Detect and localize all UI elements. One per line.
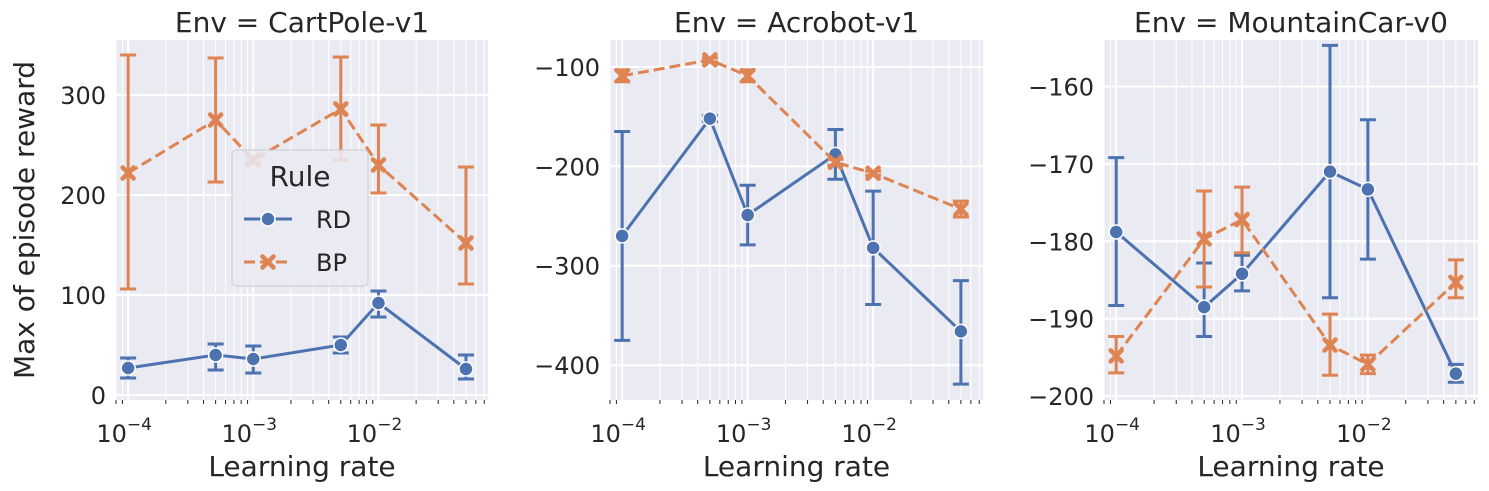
panel-title: Env = CartPole-v1 [175, 6, 429, 39]
y-tick-label: 0 [91, 382, 106, 410]
x-axis-label: Learning rate [703, 450, 890, 483]
panel-title: Env = MountainCar-v0 [1134, 6, 1448, 39]
plot-area [610, 40, 983, 400]
data-point-rd [865, 240, 881, 256]
data-point-bp [370, 157, 387, 173]
series-line-bp [1115, 217, 1457, 367]
data-point-rd [370, 295, 387, 311]
series-rd [1108, 43, 1464, 384]
legend-marker-bp [260, 254, 276, 270]
x-axis-label: Learning rate [1197, 450, 1384, 483]
series-rd [614, 110, 969, 386]
data-point-bp [207, 112, 224, 128]
data-point-rd [1196, 299, 1212, 315]
data-point-rd [1234, 266, 1250, 282]
data-point-bp [739, 68, 756, 84]
legend-title: Rule [270, 160, 331, 193]
data-point-rd [333, 337, 349, 353]
x-tick-label: 10−3 [1210, 415, 1266, 448]
x-tick-label: 10−2 [1336, 415, 1392, 448]
series-rd [120, 289, 474, 381]
data-point-rd [1322, 163, 1338, 180]
data-point-rd [739, 207, 756, 223]
series-bp [120, 53, 474, 291]
y-tick-label: −180 [1028, 228, 1094, 256]
data-point-rd [614, 228, 630, 244]
panel-title: Env = Acrobot-v1 [674, 6, 919, 39]
legend-marker-rd [260, 211, 276, 227]
data-point-rd [1448, 365, 1464, 382]
x-tick-label: 10−2 [347, 415, 403, 448]
y-tick-label: −200 [534, 153, 600, 181]
x-tick-label: 10−2 [841, 415, 897, 448]
legend-box [231, 149, 369, 287]
series-line-rd [127, 300, 467, 371]
y-tick-label: −400 [534, 352, 600, 380]
data-point-rd [1360, 181, 1376, 198]
x-tick-label: 10−3 [221, 415, 277, 448]
data-point-bp [1234, 211, 1250, 228]
data-point-bp [827, 154, 844, 171]
y-tick-label: 300 [60, 82, 106, 110]
series-bp [1108, 185, 1464, 377]
data-point-rd [245, 351, 262, 367]
data-point-bp [458, 235, 474, 251]
y-tick-label: −300 [534, 253, 600, 281]
series-line-bp [621, 58, 962, 211]
data-point-bp [120, 165, 136, 181]
y-tick-label: −170 [1028, 151, 1094, 179]
data-point-rd [1108, 224, 1124, 240]
data-point-bp [333, 101, 349, 117]
y-tick-label: −160 [1028, 73, 1094, 101]
data-point-bp [1360, 356, 1376, 373]
data-point-rd [702, 110, 718, 127]
data-point-bp [865, 165, 881, 182]
data-point-rd [458, 361, 474, 377]
x-tick-label: 10−4 [1084, 415, 1140, 448]
series-line-bp [127, 106, 467, 245]
y-tick-label: −200 [1028, 383, 1094, 411]
y-tick-label: 100 [60, 282, 106, 310]
plot-content [1104, 40, 1478, 400]
x-tick-label: 10−4 [590, 415, 646, 448]
legend-label-rd: RD [316, 206, 351, 234]
panel-3: 10−4 10−3 10−2 −200 −190 −180 −170 −160 Env = Mo… [1028, 6, 1478, 483]
x-tick-label: 10−4 [96, 415, 152, 448]
data-point-bp [1322, 337, 1338, 353]
data-point-bp [1196, 231, 1212, 247]
series-bp [614, 52, 969, 219]
x-axis-label: Learning rate [208, 450, 395, 483]
series-line-rd [620, 115, 962, 333]
x-tick-label: 10−3 [716, 415, 772, 448]
data-point-rd [207, 347, 224, 363]
series-line-rd [1115, 169, 1458, 375]
plot-content [610, 40, 983, 400]
y-tick-label: −100 [534, 54, 600, 82]
panel-1: 10−4 10−3 10−2 0 100 200 300 Env = CartPole-v1 L… [8, 6, 488, 483]
legend: Rule RD BP [231, 149, 369, 287]
data-point-bp [953, 201, 969, 217]
data-point-bp [702, 52, 718, 68]
y-axis-label: Max of episode reward [8, 61, 41, 379]
y-tick-label: −190 [1028, 306, 1094, 334]
data-point-bp [1448, 274, 1464, 291]
data-point-rd [953, 323, 969, 340]
data-point-bp [614, 68, 630, 84]
data-point-rd [120, 360, 136, 376]
panel-2: 10−4 10−3 10−2 −400 −300 −200 −100 Env = Acrobo… [534, 6, 983, 483]
data-point-bp [1108, 348, 1124, 364]
y-tick-label: 200 [60, 182, 106, 210]
plot-area [1104, 40, 1478, 400]
legend-label-bp: BP [316, 249, 347, 277]
